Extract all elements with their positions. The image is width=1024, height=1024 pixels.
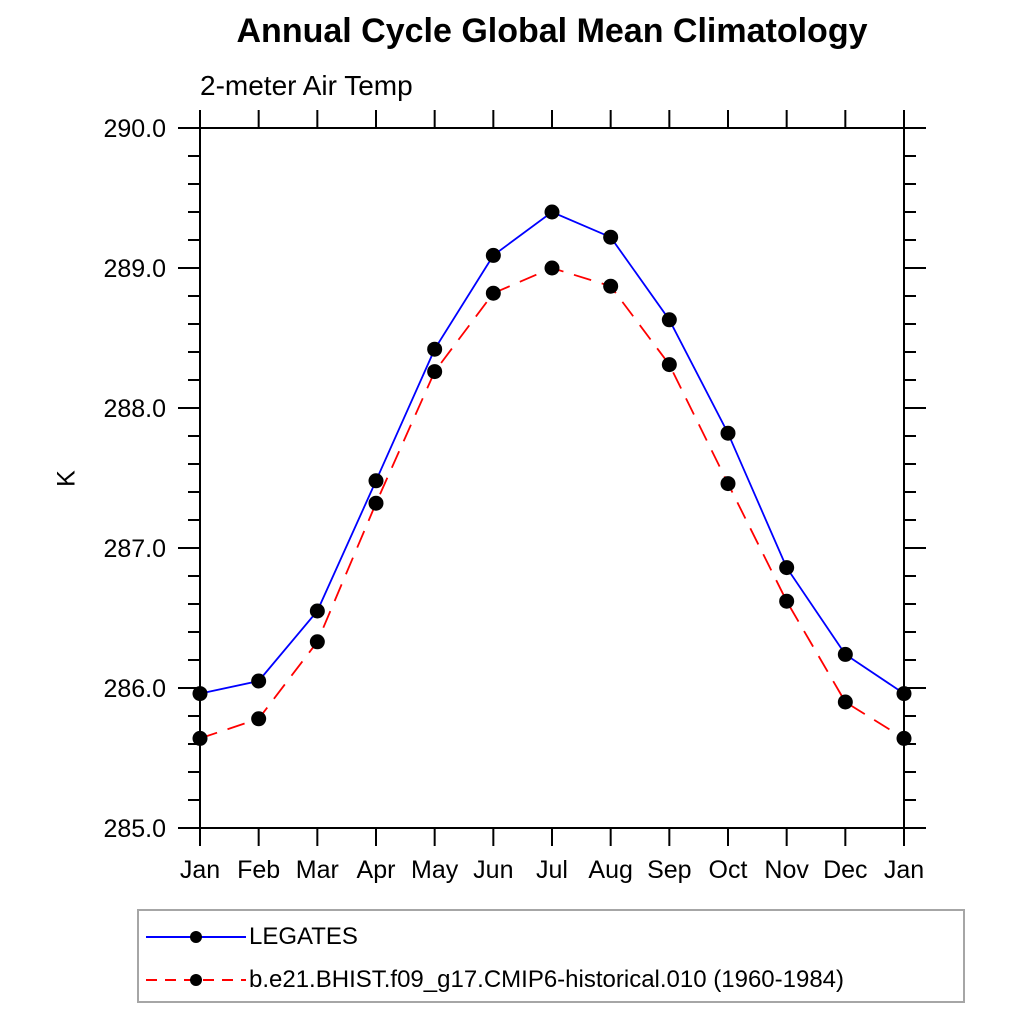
- legend-item-model: b.e21.BHIST.f09_g17.CMIP6-historical.010…: [143, 966, 844, 994]
- x-tick-label: Jun: [473, 856, 513, 884]
- x-tick-label: May: [411, 856, 459, 884]
- data-point-marker: [309, 634, 325, 650]
- x-tick-label: Oct: [709, 856, 748, 884]
- x-tick-label: Apr: [357, 856, 396, 884]
- x-tick-label: Aug: [588, 856, 632, 884]
- x-tick-label: Dec: [823, 856, 867, 884]
- legend-line-sample-dashed: [146, 974, 246, 986]
- data-point-marker: [427, 341, 443, 357]
- y-tick-label: 286.0: [103, 675, 166, 703]
- data-point-marker: [603, 229, 619, 245]
- data-point-marker: [603, 278, 619, 294]
- legend-label: b.e21.BHIST.f09_g17.CMIP6-historical.010…: [249, 966, 845, 993]
- legend-line-sample-solid: [146, 931, 246, 943]
- data-point-marker: [896, 686, 912, 702]
- data-point-marker: [309, 603, 325, 619]
- chart-subtitle: 2-meter Air Temp: [200, 70, 413, 101]
- data-point-marker: [720, 425, 736, 441]
- y-tick-label: 289.0: [103, 255, 166, 283]
- data-point-marker: [251, 711, 267, 727]
- data-point-marker: [661, 357, 677, 373]
- data-point-marker: [485, 247, 501, 263]
- data-point-marker: [837, 646, 853, 662]
- legend-sample-marker-icon: [190, 974, 202, 986]
- axes-box: [199, 127, 905, 829]
- data-point-marker: [779, 560, 795, 576]
- x-tick-label: Mar: [296, 856, 339, 884]
- y-tick-label: 285.0: [103, 815, 166, 843]
- data-point-marker: [661, 312, 677, 328]
- legend: LEGATES b.e21.BHIST.f09_g17.CMIP6-histor…: [137, 909, 965, 1003]
- x-tick-label: Nov: [764, 856, 809, 884]
- x-tick-label: Jan: [180, 856, 220, 884]
- data-point-marker: [192, 730, 208, 746]
- x-tick-label: Feb: [237, 856, 280, 884]
- y-tick-label: 288.0: [103, 395, 166, 423]
- series-line-1: [199, 267, 905, 740]
- data-point-marker: [779, 593, 795, 609]
- legend-label: LEGATES: [249, 923, 358, 950]
- data-point-marker: [544, 260, 560, 276]
- data-point-marker: [427, 364, 443, 380]
- data-point-marker: [192, 686, 208, 702]
- data-point-marker: [368, 473, 384, 489]
- x-tick-label: Jul: [536, 856, 568, 884]
- legend-sample-marker-icon: [190, 931, 202, 943]
- chart-title: Annual Cycle Global Mean Climatology: [236, 12, 868, 50]
- y-tick-label: 287.0: [103, 535, 166, 563]
- data-point-marker: [251, 673, 267, 689]
- data-point-marker: [485, 285, 501, 301]
- y-tick-label: 290.0: [103, 115, 166, 143]
- data-point-marker: [896, 730, 912, 746]
- data-point-marker: [837, 694, 853, 710]
- data-point-marker: [368, 495, 384, 511]
- x-tick-label: Sep: [647, 856, 691, 884]
- x-tick-label: Jan: [884, 856, 924, 884]
- data-point-marker: [544, 204, 560, 220]
- legend-item-legates: LEGATES: [143, 923, 358, 951]
- data-point-marker: [720, 476, 736, 492]
